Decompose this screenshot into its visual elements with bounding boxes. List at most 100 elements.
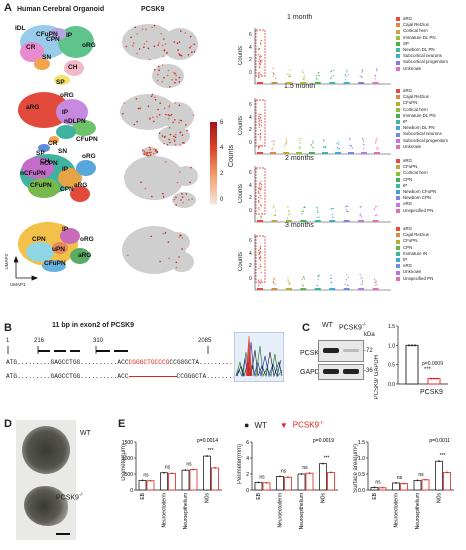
violin-point bbox=[259, 195, 261, 197]
chart-e-bar bbox=[168, 472, 176, 491]
expression-dot bbox=[188, 199, 190, 201]
chart-e-category-label: Neuroepithelium bbox=[415, 493, 421, 529]
expression-dot bbox=[144, 187, 147, 190]
chart-e-category-label: Neuroepithelium bbox=[183, 493, 189, 529]
expression-dot bbox=[163, 142, 165, 145]
chart-c-point bbox=[408, 344, 410, 347]
violin-base bbox=[372, 82, 379, 84]
expression-dot bbox=[137, 107, 140, 110]
expression-dot bbox=[147, 47, 150, 50]
umap-y-axis-label: UMAP2 bbox=[4, 254, 9, 270]
legend-swatch bbox=[396, 132, 400, 137]
chart-e-bar bbox=[203, 455, 211, 491]
colorbar-tick: 0 bbox=[220, 197, 224, 203]
violin-point bbox=[302, 210, 304, 212]
chart-e-pvalue: p=0.0019 bbox=[313, 438, 334, 444]
expression-dot bbox=[191, 198, 193, 200]
expression-dot bbox=[162, 192, 164, 195]
legend-entry: Subcortical progenitors bbox=[396, 138, 448, 144]
legend-label: Unknown bbox=[403, 65, 422, 71]
violin-point bbox=[260, 217, 262, 219]
violin-point bbox=[260, 279, 262, 281]
violin-point bbox=[288, 211, 290, 213]
legend-label: Newborn CFuPN bbox=[403, 189, 437, 195]
violin-point bbox=[273, 214, 275, 216]
violin-point bbox=[260, 266, 262, 268]
umap-label: nDLPN bbox=[64, 118, 86, 125]
violin-point bbox=[258, 208, 260, 210]
chart-e-bar bbox=[413, 480, 422, 491]
violin-point bbox=[258, 184, 260, 186]
violin-point bbox=[259, 56, 261, 58]
violin-base bbox=[270, 152, 276, 154]
violin-point bbox=[325, 145, 327, 147]
expression-dot bbox=[169, 86, 171, 88]
violin-point bbox=[361, 280, 363, 282]
violin-point bbox=[338, 141, 340, 143]
legend-entry: IP bbox=[396, 119, 448, 125]
violin-base bbox=[374, 152, 380, 154]
violin-y-tick: 4 bbox=[249, 114, 252, 121]
violin-point bbox=[259, 245, 261, 247]
violin-base bbox=[358, 82, 365, 84]
umap-label: CR bbox=[26, 44, 36, 51]
violin-point bbox=[258, 279, 260, 281]
violin-point bbox=[259, 132, 261, 134]
legend-entry: Immature DL PN bbox=[396, 113, 448, 119]
timepoint-label: 1.5 month bbox=[284, 83, 316, 90]
umap-axis-arrows bbox=[14, 255, 39, 281]
violin-y-tick: 0 bbox=[249, 69, 252, 76]
organoid-ko-label: PCSK9-/- bbox=[56, 492, 84, 502]
timepoint-label: 3 months bbox=[285, 222, 314, 229]
expression-dot bbox=[150, 95, 153, 98]
expression-dot bbox=[167, 114, 170, 116]
expression-dot bbox=[130, 36, 132, 39]
expression-dot bbox=[174, 144, 177, 146]
expression-dot bbox=[174, 133, 177, 136]
violin-point bbox=[359, 215, 361, 217]
violin-point bbox=[302, 71, 304, 73]
umap-x-axis-label: UMAP1 bbox=[10, 282, 26, 287]
chart-e-point bbox=[184, 469, 187, 472]
legend-label: Cortical hem bbox=[403, 28, 428, 34]
violin-point bbox=[345, 279, 348, 281]
chart-e-point bbox=[287, 476, 289, 479]
umap-cluster-3months bbox=[18, 222, 90, 272]
violin-point bbox=[259, 183, 261, 185]
violin-point bbox=[374, 206, 377, 208]
panel-b-letter: B bbox=[4, 322, 12, 334]
violin-base bbox=[309, 152, 315, 154]
violin-base bbox=[348, 152, 354, 154]
violin-point bbox=[347, 284, 349, 286]
chart-e-tick-label: 0.0 bbox=[358, 488, 365, 494]
expression-dot bbox=[167, 241, 170, 243]
violin-point bbox=[288, 210, 290, 212]
expression-dot bbox=[175, 204, 177, 206]
chart-c-point bbox=[411, 344, 413, 347]
violin-base bbox=[372, 288, 379, 290]
violin-point bbox=[316, 285, 318, 287]
violin-point bbox=[349, 137, 351, 139]
legend-swatch bbox=[396, 113, 400, 118]
violin-point bbox=[361, 71, 363, 73]
violin-point bbox=[273, 140, 275, 142]
violin-point bbox=[258, 58, 260, 60]
legend-label: IP bbox=[403, 119, 408, 125]
expression-dot bbox=[174, 81, 176, 84]
umap-cluster-1.5month bbox=[18, 92, 96, 152]
violin-point bbox=[376, 68, 378, 70]
expression-dot bbox=[163, 107, 166, 110]
violin-point bbox=[361, 283, 363, 285]
violin-point bbox=[258, 199, 260, 202]
violin-point bbox=[289, 75, 291, 77]
chart-e-point bbox=[424, 478, 427, 481]
legend-entry: CPN bbox=[396, 177, 436, 183]
expression-dot bbox=[180, 30, 182, 32]
chart-e-sig: ns bbox=[418, 472, 424, 478]
violin-point bbox=[257, 148, 260, 150]
violin-point bbox=[344, 79, 346, 81]
legend-3months: aRG Cajal Retzius CFuPN CPN Immature IN IP oRG… bbox=[396, 226, 433, 282]
violin-point bbox=[332, 216, 334, 218]
expression-dot bbox=[154, 99, 157, 101]
violin-point bbox=[330, 208, 332, 210]
